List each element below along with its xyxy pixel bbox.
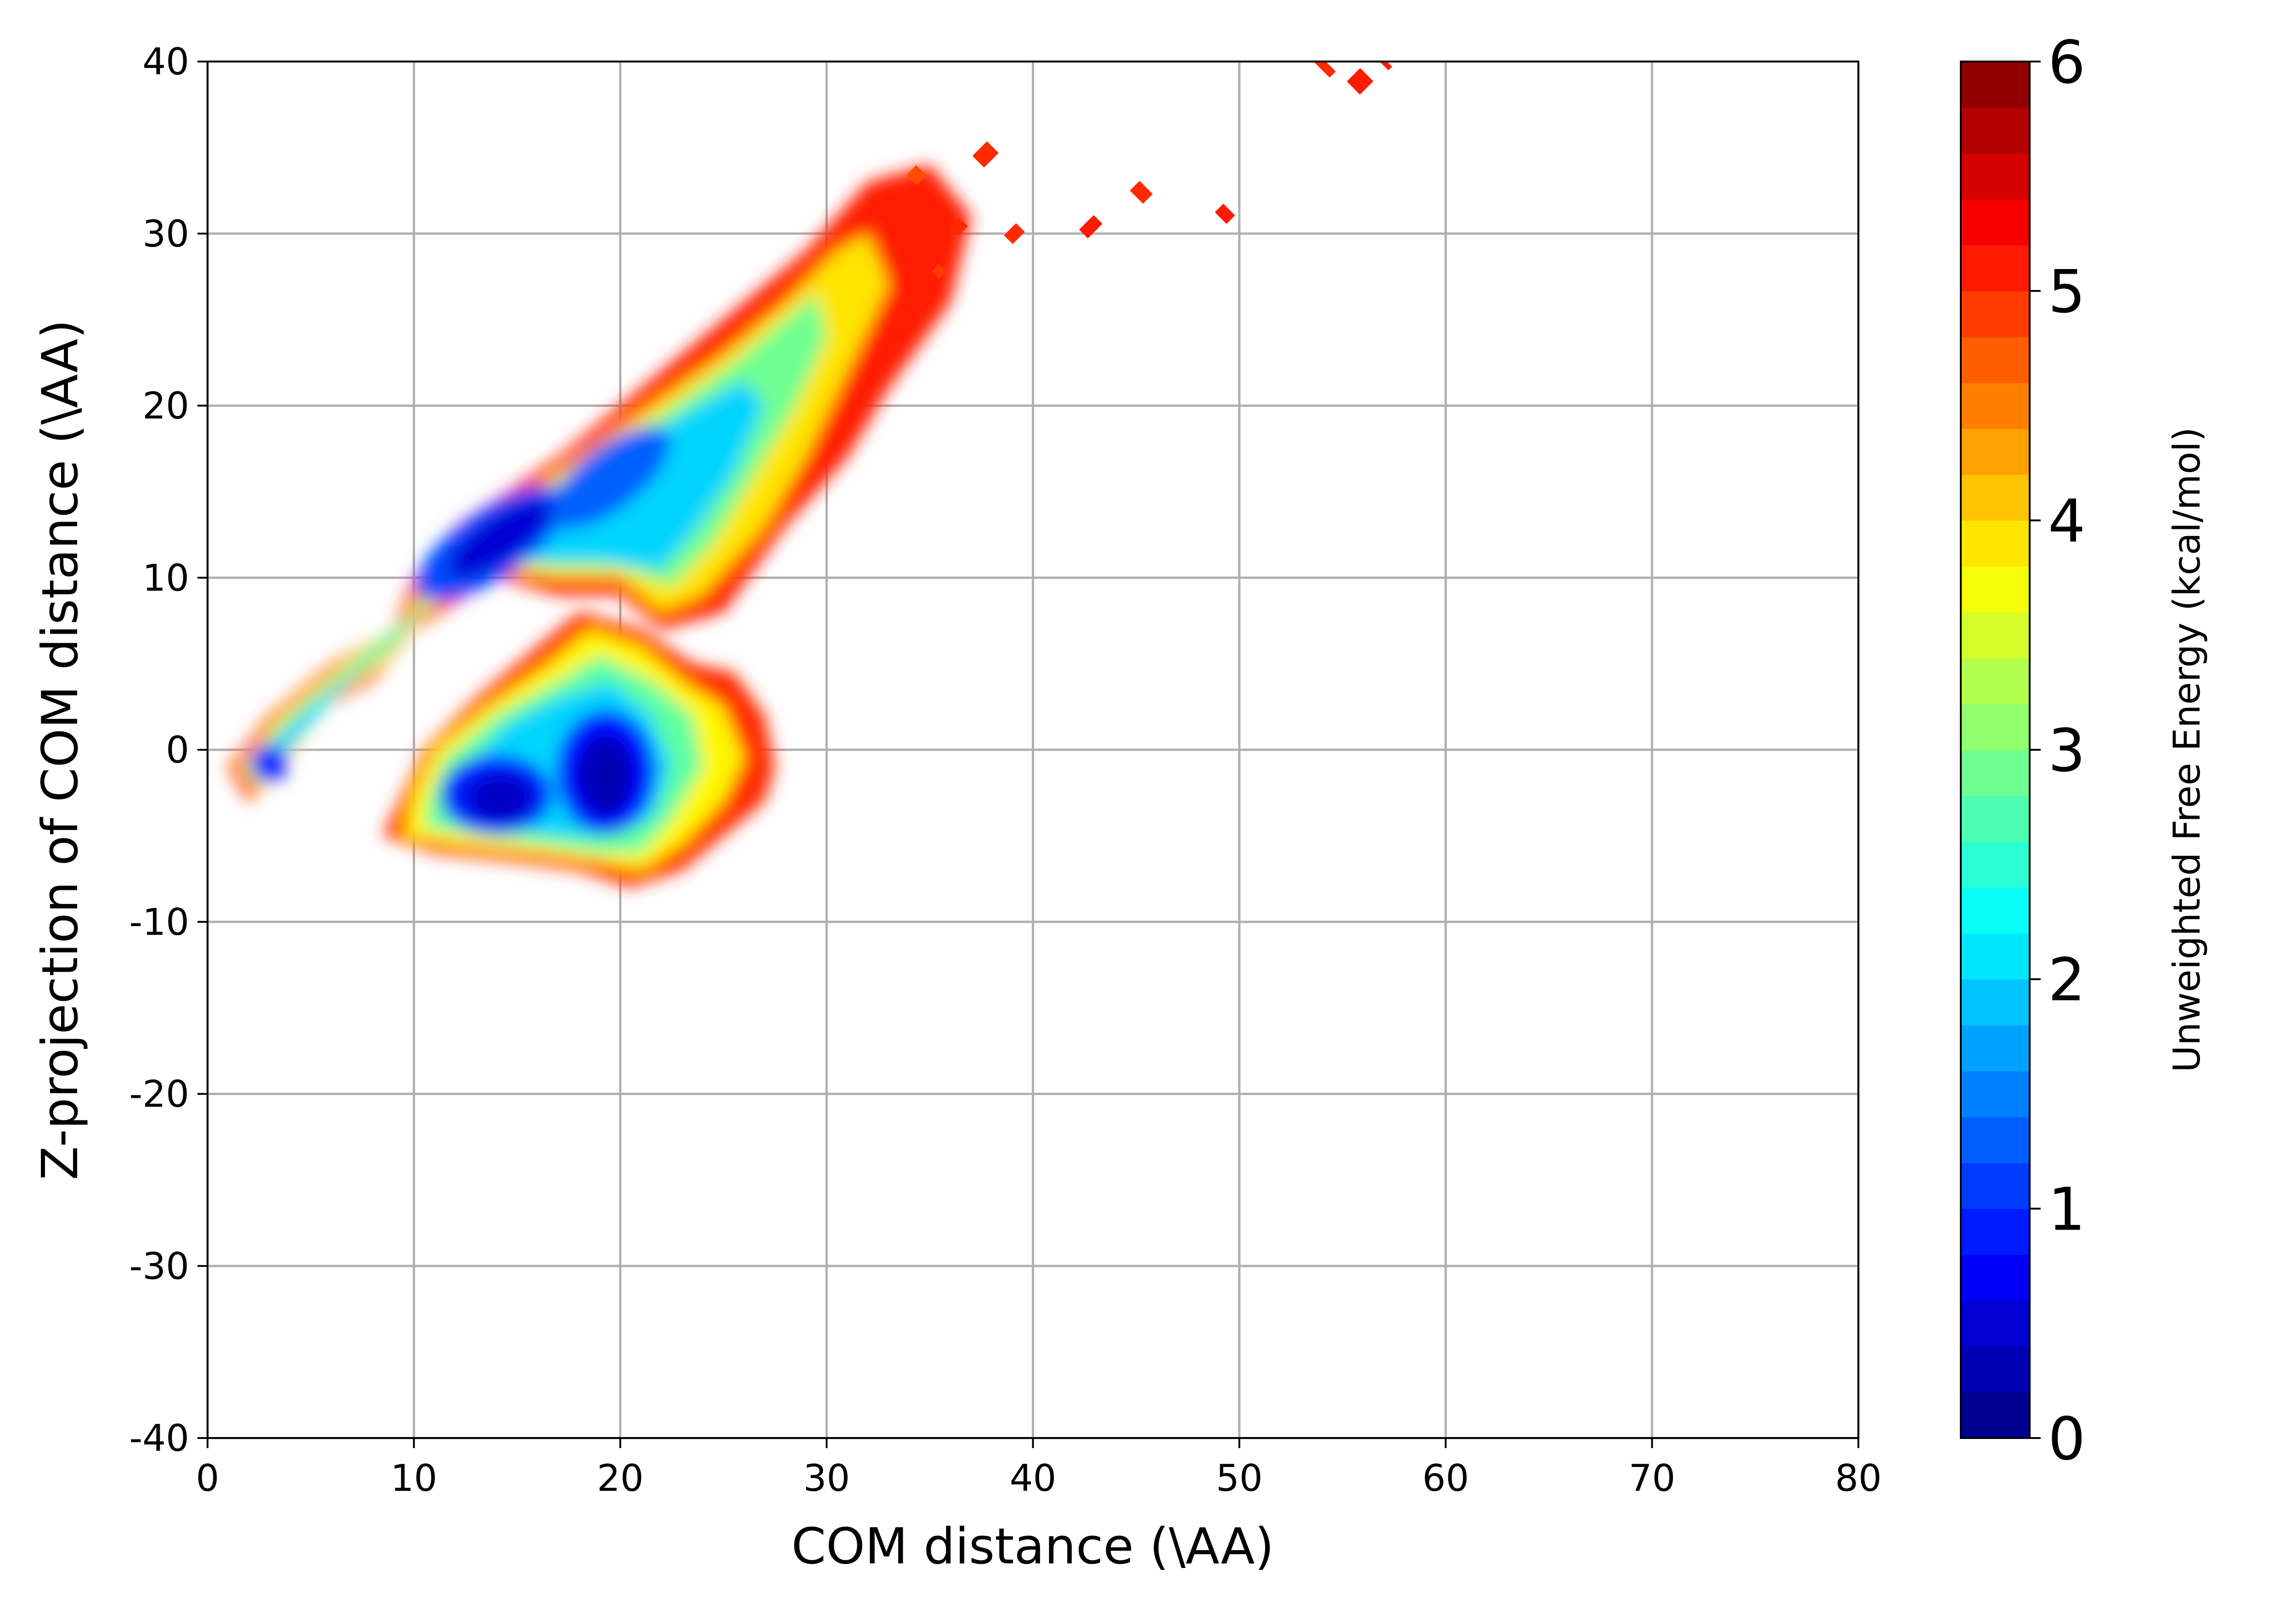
colorbar-band <box>1961 62 2030 108</box>
y-tick-label: -20 <box>129 1073 189 1116</box>
colorbar-band <box>1961 382 2030 429</box>
colorbar-band <box>1961 1071 2030 1118</box>
high-energy-fleck <box>1346 68 1373 95</box>
colorbar-band <box>1961 245 2030 292</box>
colorbar-band <box>1961 1208 2030 1255</box>
colorbar-band <box>1961 1117 2030 1163</box>
y-tick-label: 30 <box>142 213 189 255</box>
colorbar-band <box>1961 428 2030 475</box>
y-tick-label: 0 <box>166 729 189 771</box>
colorbar-tick-label: 3 <box>2048 717 2085 785</box>
colorbar-band <box>1961 979 2030 1026</box>
colorbar-band <box>1961 1163 2030 1209</box>
colorbar-ticks: 0 1 2 3 4 5 6 <box>2030 28 2085 1473</box>
high-energy-fleck <box>1004 223 1025 244</box>
colorbar-band <box>1961 704 2030 750</box>
y-tick-label: 10 <box>142 556 189 599</box>
colorbar-band <box>1961 566 2030 612</box>
x-tick-label: 30 <box>803 1457 850 1500</box>
y-tick-label: -40 <box>129 1417 189 1460</box>
x-tick-label: 40 <box>1010 1457 1057 1500</box>
colorbar-tick-label: 4 <box>2048 487 2085 556</box>
colorbar-tick-label: 1 <box>2048 1175 2085 1244</box>
colorbar-band <box>1961 1346 2030 1393</box>
colorbar-band <box>1961 750 2030 796</box>
energy-contour-1 <box>251 744 288 783</box>
colorbar: 0 1 2 3 4 5 6 Unweighted Free Energy (kcal/mol… <box>1960 28 2208 1473</box>
colorbar-band <box>1961 107 2030 154</box>
y-tick-label: 20 <box>142 385 189 427</box>
x-tick-label: 80 <box>1835 1457 1882 1500</box>
colorbar-band <box>1961 1300 2030 1347</box>
colorbar-band <box>1961 1392 2030 1438</box>
upper-band-minimum <box>448 499 554 578</box>
colorbar-band <box>1961 933 2030 980</box>
y-tick-label: -30 <box>129 1245 189 1287</box>
x-tick-label: 0 <box>196 1457 219 1500</box>
colorbar-tick-label: 2 <box>2048 946 2085 1015</box>
y-axis: 40 30 20 10 0 -10 -20 -30 -40 <box>129 40 208 1460</box>
high-energy-fleck <box>1312 62 1336 78</box>
lower-lobe-minimum <box>579 736 633 815</box>
x-tick-label: 50 <box>1216 1457 1263 1500</box>
colorbar-band <box>1961 1025 2030 1072</box>
colorbar-band <box>1961 841 2030 888</box>
x-axis: 0 10 20 30 40 50 60 70 80 <box>196 1438 1882 1500</box>
colorbar-band <box>1961 612 2030 658</box>
x-tick-label: 60 <box>1422 1457 1469 1500</box>
high-energy-fleck <box>1079 215 1103 239</box>
y-tick-label: 40 <box>142 40 189 83</box>
free-energy-surface <box>228 62 1392 888</box>
x-tick-label: 10 <box>390 1457 437 1500</box>
colorbar-band <box>1961 887 2030 934</box>
high-energy-fleck <box>1130 180 1153 204</box>
high-energy-fleck <box>1215 203 1235 224</box>
high-energy-fleck <box>1379 62 1392 71</box>
colorbar-gradient <box>1961 62 2030 1438</box>
colorbar-tick-label: 0 <box>2048 1405 2085 1473</box>
colorbar-band <box>1961 199 2030 246</box>
x-axis-title: COM distance (\AA) <box>791 1518 1274 1575</box>
x-tick-label: 20 <box>597 1457 644 1500</box>
colorbar-band <box>1961 474 2030 521</box>
y-tick-label: -10 <box>129 901 189 944</box>
colorbar-band <box>1961 153 2030 200</box>
colorbar-tick-label: 5 <box>2048 258 2085 326</box>
colorbar-band <box>1961 658 2030 704</box>
high-energy-fleck <box>949 217 968 236</box>
colorbar-band <box>1961 520 2030 567</box>
lower-lobe-minimum <box>467 774 534 822</box>
y-axis-title: Z-projection of COM distance (\AA) <box>32 320 89 1180</box>
colorbar-band <box>1961 1254 2030 1301</box>
high-energy-fleck <box>932 264 946 279</box>
high-energy-fleck <box>906 165 927 185</box>
colorbar-band <box>1961 337 2030 383</box>
colorbar-tick-label: 6 <box>2048 28 2085 97</box>
colorbar-band <box>1961 795 2030 842</box>
x-tick-label: 70 <box>1629 1457 1676 1500</box>
colorbar-band <box>1961 291 2030 337</box>
high-energy-fleck <box>972 141 999 168</box>
colorbar-title: Unweighted Free Energy (kcal/mol) <box>2166 427 2208 1072</box>
energy-contour-1 <box>550 427 670 529</box>
